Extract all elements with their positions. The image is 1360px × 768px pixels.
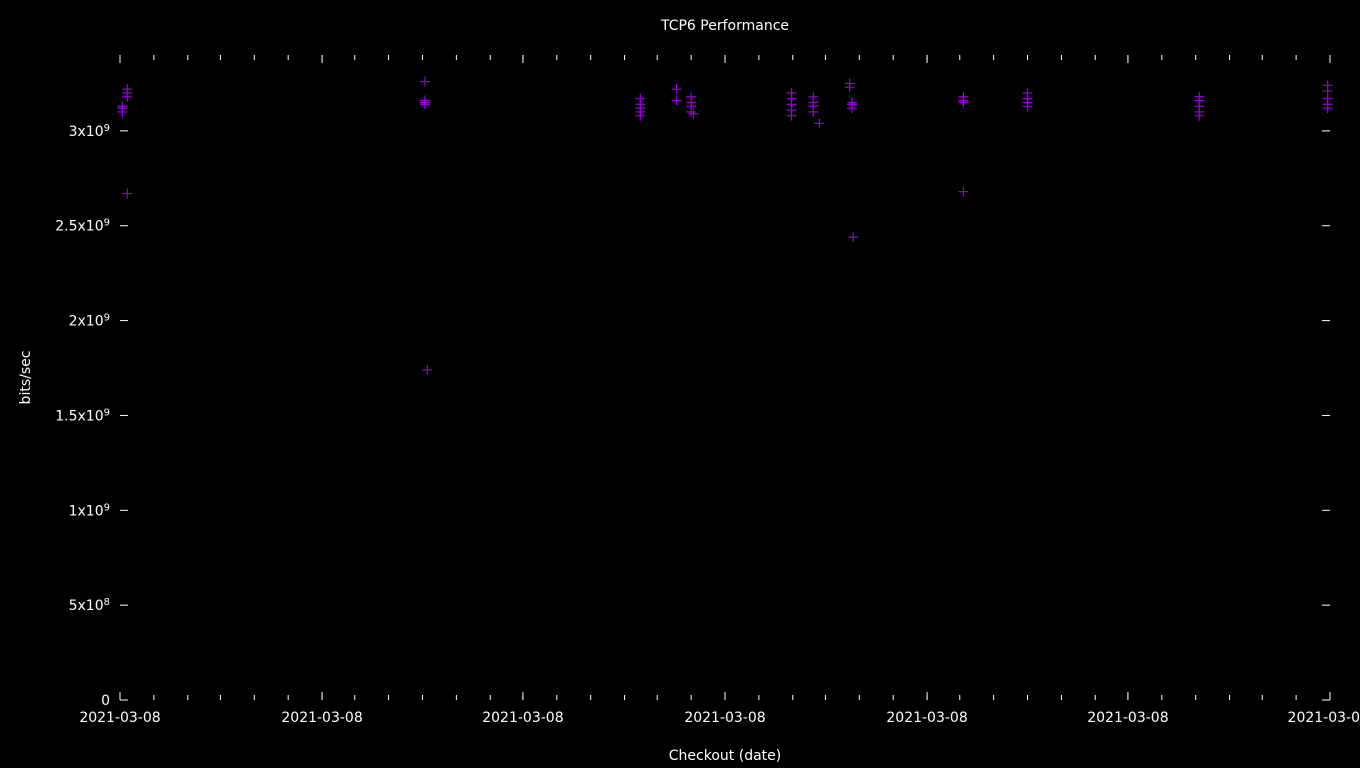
x-tick-label: 2021-03-08	[281, 710, 362, 726]
x-tick-label: 2021-03-08	[79, 710, 160, 726]
y-tick-label: 0	[101, 693, 110, 709]
x-tick-label: 2021-03-08	[684, 710, 765, 726]
x-tick-label: 2021-03-08	[482, 710, 563, 726]
chart-background	[0, 0, 1360, 768]
tcp6-performance-chart: TCP6 Performance bits/sec Checkout (date) 0…	[0, 0, 1360, 768]
y-tick-label: 1.5x109	[55, 407, 110, 425]
x-tick-label: 2021-03-08	[1087, 710, 1168, 726]
x-tick-label: 2021-03-08	[886, 710, 967, 726]
x-tick-label: 2021-03-0	[1288, 710, 1360, 726]
y-axis-label: bits/sec	[18, 351, 34, 405]
y-tick-label: 2.5x109	[55, 217, 110, 235]
x-axis-label: Checkout (date)	[669, 748, 781, 764]
chart-title: TCP6 Performance	[660, 18, 789, 34]
chart-container: TCP6 Performance bits/sec Checkout (date) 0…	[0, 0, 1360, 768]
